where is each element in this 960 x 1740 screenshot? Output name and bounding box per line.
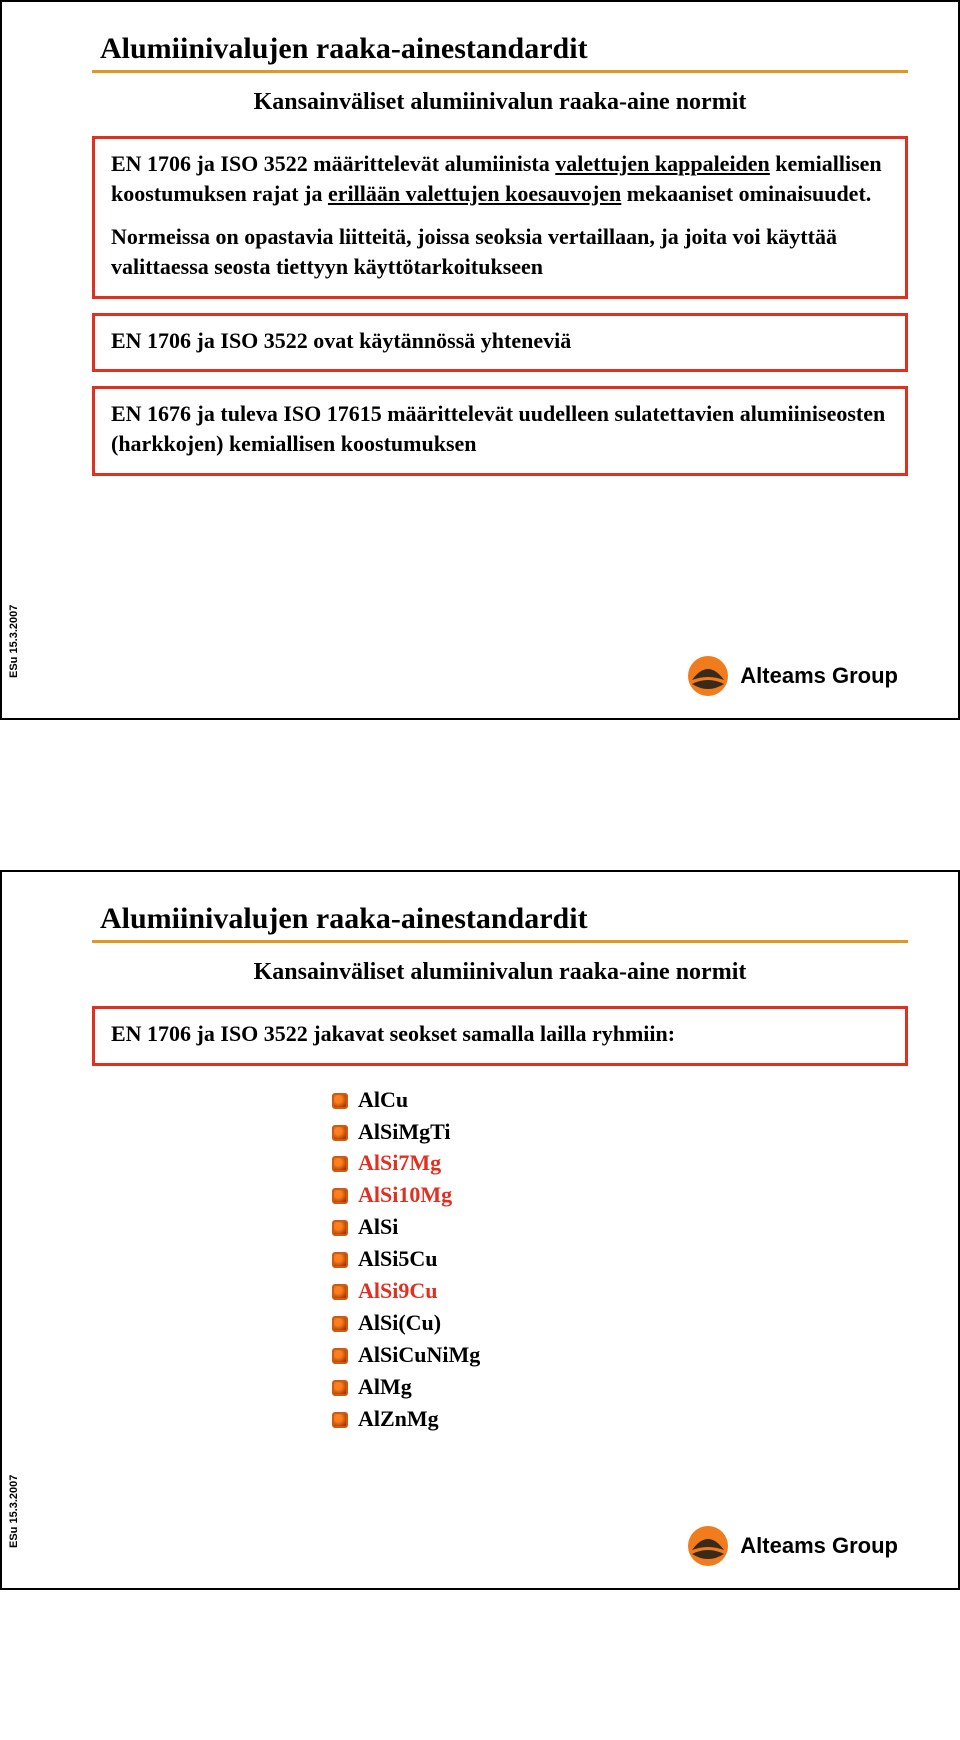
slide-content: Alumiinivalujen raaka-ainestandardit Kan…	[92, 902, 908, 1558]
alloy-item: AlSi(Cu)	[332, 1307, 908, 1339]
text-fragment: EN 1706 ja ISO 3522 määrittelevät alumii…	[111, 151, 555, 176]
logo-mark-icon	[686, 1524, 730, 1568]
footer-sidetext: ESu 15.3.2007	[8, 1475, 20, 1548]
brand-logo: Alteams Group	[686, 654, 898, 698]
logo-text: Alteams Group	[740, 663, 898, 689]
slide-subtitle: Kansainväliset alumiinivalun raaka-aine …	[92, 89, 908, 116]
box2-text: EN 1706 ja ISO 3522 ovat käytännössä yht…	[111, 328, 571, 353]
alloy-item: AlZnMg	[332, 1403, 908, 1435]
slide-title: Alumiinivalujen raaka-ainestandardit	[92, 902, 908, 936]
box1-paragraph-2: Normeissa on opastavia liitteitä, joissa…	[111, 222, 889, 281]
box-remelting: EN 1676 ja tuleva ISO 17615 määrittelevä…	[92, 386, 908, 475]
alloy-item: AlSi10Mg	[332, 1179, 908, 1211]
slide-title: Alumiinivalujen raaka-ainestandardit	[92, 32, 908, 66]
logo-text: Alteams Group	[740, 1533, 898, 1559]
alloy-item: AlCu	[332, 1084, 908, 1116]
box-grouping-text: EN 1706 ja ISO 3522 jakavat seokset sama…	[111, 1021, 675, 1046]
text-fragment: mekaaniset ominaisuudet.	[621, 181, 871, 206]
alloy-item: AlSi	[332, 1211, 908, 1243]
slide-2: ESu 15.3.2007 Alumiinivalujen raaka-aine…	[0, 870, 960, 1590]
box1-paragraph-1: EN 1706 ja ISO 3522 määrittelevät alumii…	[111, 149, 889, 208]
alloy-item: AlSi9Cu	[332, 1275, 908, 1307]
brand-logo: Alteams Group	[686, 1524, 898, 1568]
underline-2: erillään valettujen koesauvojen	[328, 181, 621, 206]
alloy-list: AlCuAlSiMgTiAlSi7MgAlSi10MgAlSiAlSi5CuAl…	[332, 1084, 908, 1435]
slide-subtitle: Kansainväliset alumiinivalun raaka-aine …	[92, 959, 908, 986]
alloy-item: AlSi5Cu	[332, 1243, 908, 1275]
footer-sidetext: ESu 15.3.2007	[8, 605, 20, 678]
logo-mark-icon	[686, 654, 730, 698]
accent-rule	[92, 70, 908, 73]
box-standards-definition: EN 1706 ja ISO 3522 määrittelevät alumii…	[92, 136, 908, 299]
alloy-item: AlSiMgTi	[332, 1116, 908, 1148]
alloy-item: AlSiCuNiMg	[332, 1339, 908, 1371]
alloy-item: AlMg	[332, 1371, 908, 1403]
box-grouping: EN 1706 ja ISO 3522 jakavat seokset sama…	[92, 1006, 908, 1066]
underline-1: valettujen kappaleiden	[555, 151, 770, 176]
box3-text: EN 1676 ja tuleva ISO 17615 määrittelevä…	[111, 401, 885, 456]
slide-1: ESu 15.3.2007 Alumiinivalujen raaka-aine…	[0, 0, 960, 720]
box-equivalence: EN 1706 ja ISO 3522 ovat käytännössä yht…	[92, 313, 908, 373]
accent-rule	[92, 940, 908, 943]
alloy-item: AlSi7Mg	[332, 1147, 908, 1179]
slide-content: Alumiinivalujen raaka-ainestandardit Kan…	[92, 32, 908, 688]
